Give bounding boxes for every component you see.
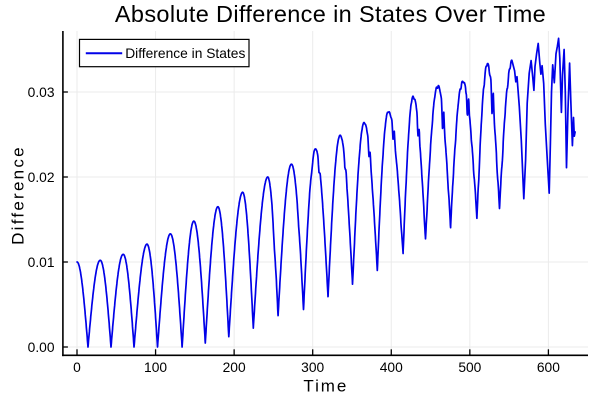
svg-text:Absolute Difference in States: Absolute Difference in States Over Time bbox=[115, 1, 546, 27]
svg-text:200: 200 bbox=[223, 360, 246, 375]
svg-text:300: 300 bbox=[301, 360, 324, 375]
svg-text:Difference in States: Difference in States bbox=[125, 46, 245, 61]
svg-text:0.02: 0.02 bbox=[28, 170, 55, 185]
svg-text:Time: Time bbox=[303, 377, 348, 396]
svg-text:Difference: Difference bbox=[9, 145, 28, 245]
svg-text:0.03: 0.03 bbox=[28, 85, 55, 100]
svg-text:0: 0 bbox=[73, 360, 81, 375]
svg-text:500: 500 bbox=[458, 360, 481, 375]
svg-text:100: 100 bbox=[144, 360, 167, 375]
svg-text:0.00: 0.00 bbox=[28, 340, 55, 355]
svg-text:600: 600 bbox=[537, 360, 560, 375]
svg-text:0.01: 0.01 bbox=[28, 255, 55, 270]
svg-text:400: 400 bbox=[380, 360, 403, 375]
